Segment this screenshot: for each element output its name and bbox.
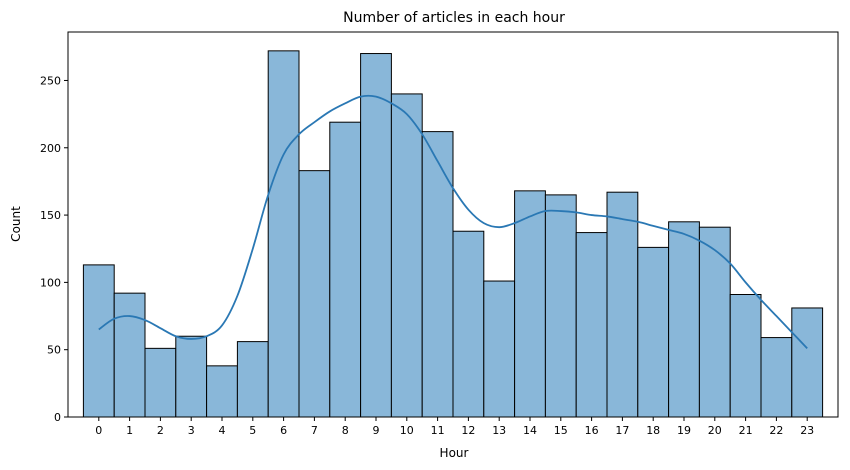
bar-hour-16 [575, 232, 608, 418]
x-tick-label: 9 [373, 424, 380, 437]
x-tick-label: 17 [615, 424, 629, 437]
x-tick-label: 20 [708, 424, 722, 437]
bar-hour-9 [360, 53, 392, 418]
x-tick-label: 23 [800, 424, 814, 437]
bar-hour-8 [329, 121, 362, 418]
bar-hour-15 [544, 194, 577, 418]
bar-hour-14 [514, 190, 546, 418]
bar-hour-5 [236, 341, 269, 418]
bars-layer [82, 50, 824, 418]
kde-layer [98, 94, 808, 349]
bar-hour-17 [606, 191, 639, 418]
bar-hour-0 [82, 264, 115, 418]
x-tick-label: 5 [249, 424, 256, 437]
chart-title: Number of articles in each hour [343, 10, 565, 26]
x-tick-label: 16 [585, 424, 599, 437]
bar-hour-12 [452, 230, 485, 418]
plot-frame [67, 31, 839, 418]
y-tick-label: 0 [54, 411, 61, 424]
x-tick-label: 13 [492, 424, 506, 437]
y-axis: 0 50 100 150 200 250 [40, 74, 68, 424]
bar-hour-23 [791, 307, 824, 418]
x-tick-label: 10 [400, 424, 414, 437]
x-axis: 0 1 2 3 4 5 6 7 8 9 10 11 12 13 14 15 16 17 18 19 20 21 22 23 [95, 417, 814, 437]
bar-hour-20 [698, 226, 731, 418]
bar-hour-6 [267, 50, 300, 418]
y-tick-label: 200 [40, 142, 61, 155]
bar-hour-11 [421, 131, 454, 418]
bar-hour-21 [729, 294, 762, 418]
x-tick-label: 12 [461, 424, 475, 437]
x-tick-label: 14 [523, 424, 537, 437]
x-tick-label: 4 [219, 424, 226, 437]
x-tick-label: 1 [126, 424, 133, 437]
y-tick-label: 100 [40, 276, 61, 289]
y-tick-label: 250 [40, 74, 61, 87]
x-tick-label: 18 [646, 424, 660, 437]
bar-hour-2 [144, 347, 177, 418]
bar-hour-18 [637, 246, 670, 418]
x-tick-label: 3 [188, 424, 195, 437]
kde-curve [98, 94, 808, 349]
bar-hour-7 [298, 170, 331, 418]
x-axis-label: Hour [440, 446, 469, 460]
x-tick-label: 7 [311, 424, 318, 437]
x-tick-label: 0 [95, 424, 102, 437]
y-tick-label: 150 [40, 209, 61, 222]
x-tick-label: 8 [342, 424, 349, 437]
x-tick-label: 15 [554, 424, 568, 437]
bar-hour-22 [760, 337, 793, 418]
bar-hour-10 [390, 93, 423, 418]
x-tick-label: 22 [769, 424, 783, 437]
bar-hour-13 [483, 280, 516, 418]
bar-hour-4 [206, 365, 238, 418]
bar-hour-19 [668, 221, 700, 418]
bar-hour-3 [175, 335, 208, 418]
x-tick-label: 21 [739, 424, 753, 437]
y-tick-label: 50 [47, 344, 61, 357]
x-tick-label: 2 [157, 424, 164, 437]
x-tick-label: 11 [431, 424, 445, 437]
x-tick-label: 6 [280, 424, 287, 437]
x-tick-label: 19 [677, 424, 691, 437]
bar-hour-1 [113, 292, 146, 418]
y-axis-label: Count [9, 206, 23, 242]
